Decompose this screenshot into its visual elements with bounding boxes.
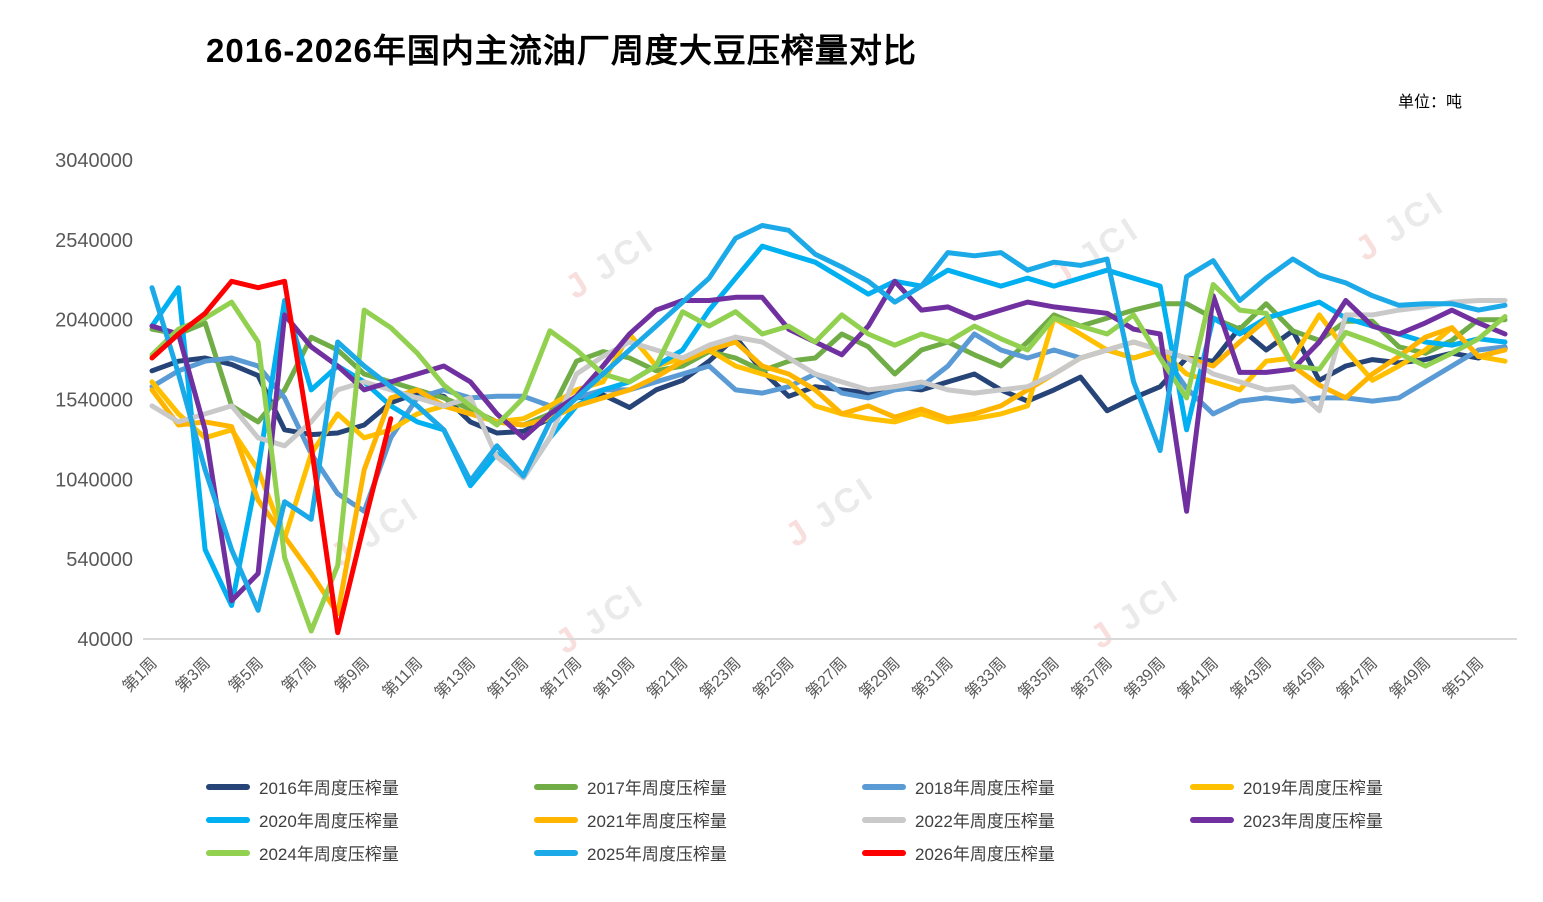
y-axis-label: 3040000: [55, 150, 133, 172]
watermark-logo: J JCI: [1349, 183, 1452, 269]
legend-swatch: [862, 849, 906, 856]
legend-item: 2020年周度压榨量: [206, 807, 534, 832]
y-axis-label: 1040000: [55, 469, 133, 491]
legend-item: 2026年周度压榨量: [862, 840, 1190, 865]
watermark-logo: J JCI: [779, 469, 882, 555]
x-axis-label: 第27周: [803, 654, 851, 702]
watermark-logo: J JCI: [1044, 209, 1147, 295]
legend-label: 2026年周度压榨量: [915, 845, 1055, 864]
x-axis-label: 第13周: [431, 654, 479, 702]
legend-item: 2021年周度压榨量: [534, 807, 862, 832]
chart-legend: 2016年周度压榨量 2017年周度压榨量 2018年周度压榨量 2019年周度压榨量…: [206, 770, 1536, 869]
x-axis-label: 第47周: [1333, 654, 1381, 702]
x-axis-label: 第33周: [962, 654, 1010, 702]
y-axis-label: 540000: [66, 549, 133, 571]
legend-swatch: [534, 849, 578, 856]
watermark-logo: J JCI: [559, 221, 662, 307]
x-axis-label: 第45周: [1280, 654, 1328, 702]
series-line-2026年: [149, 278, 394, 636]
x-axis-label: 第1周: [119, 654, 161, 696]
legend-swatch: [862, 783, 906, 790]
legend-swatch: [206, 849, 250, 856]
series-line-2025年: [149, 223, 1508, 613]
watermark-logo: J JCI: [549, 576, 652, 662]
legend-item: 2017年周度压榨量: [534, 774, 862, 799]
y-axis-label: 2040000: [55, 310, 133, 332]
x-axis-label: 第21周: [643, 654, 691, 702]
legend-label: 2021年周度压榨量: [587, 812, 727, 831]
x-axis-label: 第25周: [750, 654, 798, 702]
x-axis-label: 第43周: [1227, 654, 1275, 702]
legend-label: 2023年周度压榨量: [1243, 812, 1383, 831]
legend-label: 2019年周度压榨量: [1243, 779, 1383, 798]
legend-label: 2020年周度压榨量: [259, 812, 399, 831]
legend-swatch: [206, 783, 250, 790]
x-axis-label: 第51周: [1439, 654, 1487, 702]
x-axis-label: 第17周: [537, 654, 585, 702]
legend-label: 2024年周度压榨量: [259, 845, 399, 864]
legend-item: 2023年周度压榨量: [1190, 807, 1518, 832]
unit-label: 单位：吨: [1397, 94, 1462, 111]
legend-item: 2018年周度压榨量: [862, 774, 1190, 799]
x-axis-label: 第19周: [590, 654, 638, 702]
legend-swatch: [1190, 816, 1234, 823]
series-line-2023年: [149, 278, 1508, 604]
legend-swatch: [534, 816, 578, 823]
x-axis-label: 第15周: [484, 654, 532, 702]
series-line-2020年: [149, 243, 1508, 608]
x-axis-label: 第9周: [331, 654, 373, 696]
legend-item: 2022年周度压榨量: [862, 807, 1190, 832]
y-axis-label: 40000: [77, 629, 133, 651]
legend-label: 2016年周度压榨量: [259, 779, 399, 798]
x-axis-label: 第3周: [172, 654, 214, 696]
legend-swatch: [206, 816, 250, 823]
legend-item: 2025年周度压榨量: [534, 840, 862, 865]
legend-item: 2024年周度压榨量: [206, 840, 534, 865]
legend-label: 2022年周度压榨量: [915, 812, 1055, 831]
series-line-2024年: [149, 282, 1508, 634]
x-axis-label: 第41周: [1174, 654, 1222, 702]
legend-swatch: [862, 816, 906, 823]
legend-item: 2019年周度压榨量: [1190, 774, 1518, 799]
x-axis-label: 第39周: [1121, 654, 1169, 702]
y-axis-label: 1540000: [55, 390, 133, 412]
x-axis-label: 第31周: [909, 654, 957, 702]
legend-label: 2018年周度压榨量: [915, 779, 1055, 798]
legend-label: 2025年周度压榨量: [587, 845, 727, 864]
y-axis-label: 2540000: [55, 230, 133, 252]
chart-title: 2016-2026年国内主流油厂周度大豆压榨量对比: [206, 32, 917, 69]
legend-swatch: [534, 783, 578, 790]
legend-swatch: [1190, 783, 1234, 790]
x-axis-label: 第35周: [1015, 654, 1063, 702]
watermark-logo: J JCI: [1084, 571, 1187, 657]
x-axis-label: 第23周: [697, 654, 745, 702]
x-axis-label: 第29周: [856, 654, 904, 702]
x-axis-label: 第7周: [278, 654, 320, 696]
x-axis-label: 第37周: [1068, 654, 1116, 702]
legend-item: 2016年周度压榨量: [206, 774, 534, 799]
legend-label: 2017年周度压榨量: [587, 779, 727, 798]
x-axis-label: 第11周: [379, 654, 426, 701]
x-axis-label: 第49周: [1386, 654, 1434, 702]
x-axis-label: 第5周: [225, 654, 267, 696]
